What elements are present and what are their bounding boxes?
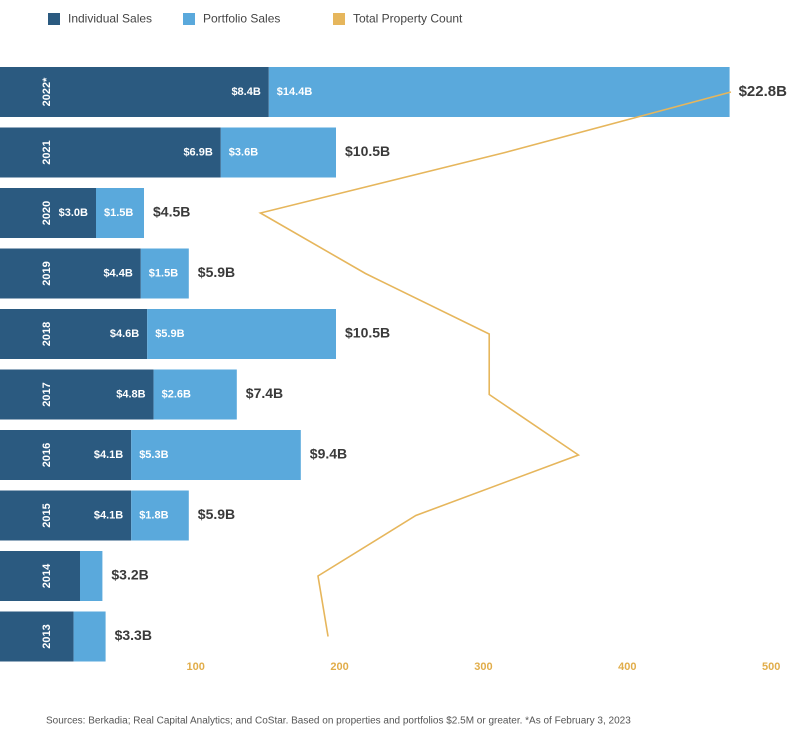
- bar-segment: [153, 369, 237, 420]
- legend-label: Individual Sales: [68, 12, 152, 26]
- total-label: $10.5B: [345, 325, 390, 341]
- value-label: $2.6B: [162, 388, 191, 400]
- x2-tick-label: 300: [474, 661, 492, 673]
- category-label: 2013: [41, 624, 53, 648]
- value-label: $5.9B: [155, 328, 184, 340]
- value-label: $8.4B: [231, 86, 260, 98]
- value-label: $4.1B: [94, 509, 123, 521]
- value-label: $14.4B: [277, 86, 313, 98]
- legend-swatch: [333, 13, 345, 25]
- bar-segment: [0, 67, 269, 117]
- category-label: 2019: [41, 261, 53, 285]
- bar-segment: [0, 369, 154, 420]
- value-label: $4.4B: [103, 267, 132, 279]
- bar-segment: [0, 309, 148, 359]
- bar-segment: [0, 611, 74, 662]
- category-label: 2015: [41, 503, 53, 527]
- total-label: $5.9B: [198, 264, 235, 280]
- legend-swatch: [183, 13, 195, 25]
- bar-segment: [80, 551, 103, 601]
- x2-tick-label: 200: [330, 661, 348, 673]
- value-label: $1.5B: [149, 267, 178, 279]
- total-label: $9.4B: [310, 446, 347, 462]
- bar-segment: [0, 490, 132, 541]
- bar-segment: [131, 430, 301, 480]
- total-label: $4.5B: [153, 204, 190, 220]
- category-label: 2017: [41, 382, 53, 406]
- total-label: $3.2B: [111, 567, 148, 583]
- bar-segment: [147, 309, 336, 359]
- total-label: $22.8B: [739, 83, 788, 100]
- category-label: 2018: [41, 322, 53, 346]
- bar-segment: [0, 430, 132, 480]
- category-label: 2016: [41, 443, 53, 467]
- bar-segment: [140, 248, 189, 299]
- value-label: $1.5B: [104, 207, 133, 219]
- x2-tick-label: 100: [187, 661, 205, 673]
- bar-segment: [0, 188, 96, 238]
- bar-segment: [131, 490, 189, 541]
- property-count-line: [258, 91, 732, 637]
- value-label: $3.0B: [59, 207, 88, 219]
- category-label: 2020: [41, 201, 53, 225]
- value-label: $4.8B: [116, 388, 145, 400]
- bar-segment: [73, 611, 106, 662]
- x2-tick-label: 500: [762, 661, 780, 673]
- bar-segment: [220, 127, 336, 178]
- value-label: $1.8B: [139, 509, 168, 521]
- value-label: $3.6B: [229, 146, 258, 158]
- total-label: $7.4B: [246, 385, 283, 401]
- category-label: 2021: [41, 140, 53, 164]
- total-label: $5.9B: [198, 506, 235, 522]
- category-label: 2022*: [41, 77, 53, 106]
- total-label: $3.3B: [115, 627, 152, 643]
- bar-segment: [0, 248, 141, 299]
- value-label: $5.3B: [139, 449, 168, 461]
- total-label: $10.5B: [345, 143, 390, 159]
- bar-segment: [0, 127, 221, 178]
- x2-tick-label: 400: [618, 661, 636, 673]
- value-label: $4.6B: [110, 328, 139, 340]
- legend-label: Portfolio Sales: [203, 12, 280, 26]
- category-label: 2014: [41, 563, 53, 588]
- legend-swatch: [48, 13, 60, 25]
- bar-segment: [0, 551, 80, 601]
- bar-segment: [268, 67, 730, 117]
- bar-segment: [96, 188, 144, 238]
- value-label: $6.9B: [183, 146, 212, 158]
- source-note: Sources: Berkadia; Real Capital Analytic…: [46, 716, 631, 727]
- legend-label: Total Property Count: [353, 12, 463, 26]
- value-label: $4.1B: [94, 449, 123, 461]
